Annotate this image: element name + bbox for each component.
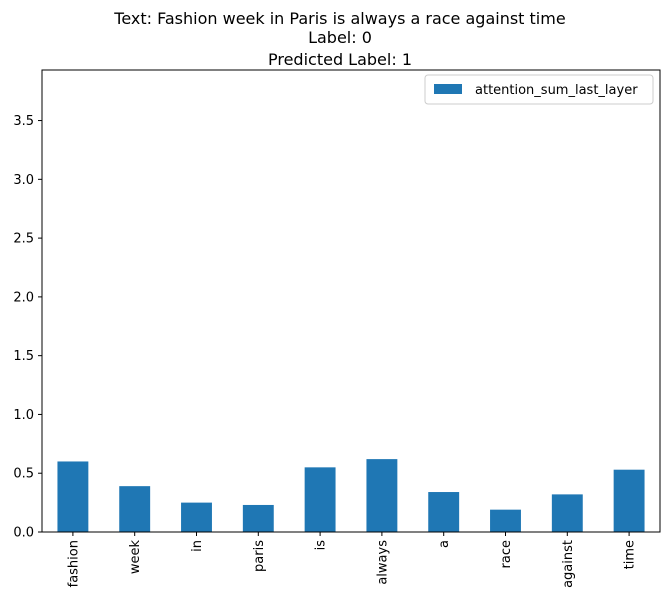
x-tick-label: week [128,540,143,575]
y-tick-label: 1.5 [13,349,34,364]
title-line-1: Text: Fashion week in Paris is always a … [113,9,565,28]
y-tick-label: 3.5 [13,114,34,129]
y-tick-label: 2.5 [13,232,34,247]
y-tick-label: 3.0 [13,173,34,188]
bar-a [428,492,460,532]
bar-always [366,459,398,532]
bar-against [551,494,583,532]
bar-race [490,509,521,532]
title-line-2: Label: 0 [308,28,372,47]
x-tick-label: against [561,540,576,588]
legend-box [424,74,654,105]
y-axis: 0.0 0.5 1.0 1.5 2.0 2.5 3.0 3.5 [13,114,42,541]
x-tick-label: a [437,540,452,548]
x-axis: fashion week in paris is always a race against ti… [66,532,638,588]
bar-week [119,486,151,532]
bar-is [304,467,336,532]
x-tick-label: paris [252,540,267,572]
bars-group [57,459,645,532]
chart-title: Text: Fashion week in Paris is always a … [113,9,565,69]
plot-frame [41,69,661,533]
x-tick-label: time [623,540,638,569]
bar-in [181,502,212,532]
bar-fashion [57,461,89,532]
y-tick-label: 1.0 [13,408,34,423]
x-tick-label: in [190,540,205,552]
y-tick-label: 0.5 [13,467,34,482]
x-tick-label: fashion [66,540,81,587]
title-line-3: Predicted Label: 1 [268,50,412,69]
x-tick-label: is [314,540,329,551]
x-tick-label: always [375,540,390,585]
y-tick-label: 0.0 [13,526,34,541]
y-tick-label: 2.0 [13,290,34,305]
legend-label: attention_sum_last_layer [475,83,638,98]
legend: attention_sum_last_layer [424,74,654,105]
x-tick-label: race [499,540,514,568]
bar-paris [242,504,274,532]
legend-swatch [434,84,462,94]
bar-time [613,469,645,532]
